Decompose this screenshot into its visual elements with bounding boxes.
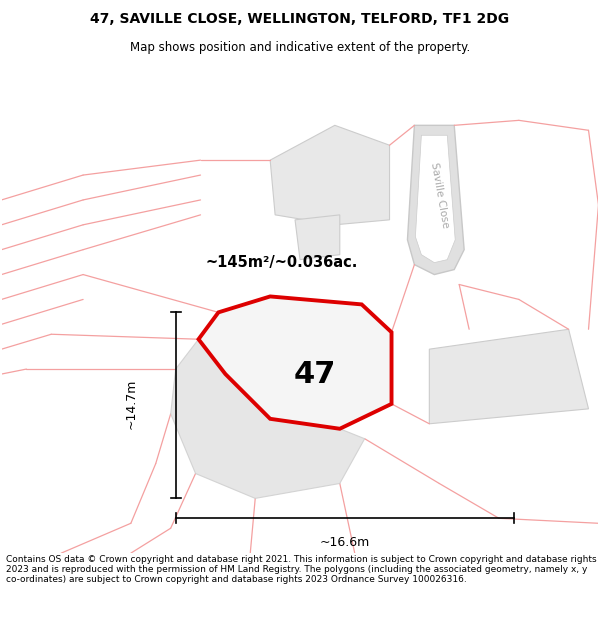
Polygon shape (430, 329, 589, 424)
Text: 47: 47 (294, 359, 336, 389)
Text: ~14.7m: ~14.7m (124, 379, 137, 429)
Text: ~16.6m: ~16.6m (320, 536, 370, 549)
Text: Saville Close: Saville Close (428, 161, 450, 229)
Polygon shape (270, 126, 389, 225)
Polygon shape (170, 339, 365, 498)
Polygon shape (199, 296, 392, 429)
Text: Contains OS data © Crown copyright and database right 2021. This information is : Contains OS data © Crown copyright and d… (6, 554, 596, 584)
Text: 47, SAVILLE CLOSE, WELLINGTON, TELFORD, TF1 2DG: 47, SAVILLE CLOSE, WELLINGTON, TELFORD, … (91, 12, 509, 26)
Polygon shape (415, 135, 455, 262)
Text: ~145m²/~0.036ac.: ~145m²/~0.036ac. (205, 255, 358, 270)
Polygon shape (407, 126, 464, 274)
Text: Map shows position and indicative extent of the property.: Map shows position and indicative extent… (130, 41, 470, 54)
Polygon shape (295, 215, 340, 259)
